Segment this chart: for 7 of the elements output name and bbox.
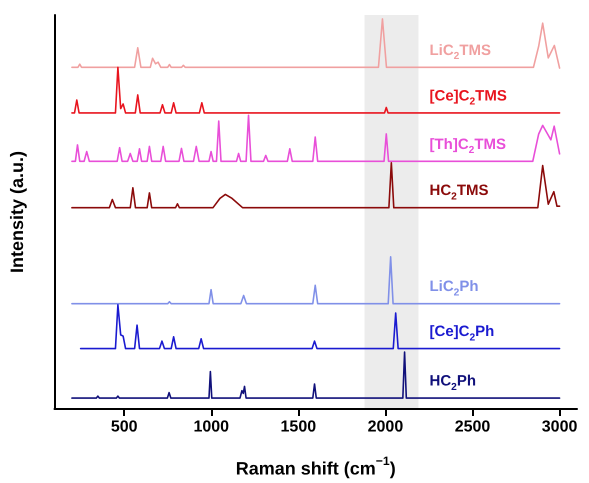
x-tick-label: 3000 <box>542 418 578 436</box>
x-tick-label: 500 <box>110 418 138 436</box>
x-tick-label: 2000 <box>368 418 404 436</box>
x-tick-label: 2500 <box>454 418 490 436</box>
x-tick-label: 1500 <box>280 418 316 436</box>
x-tick-label: 1000 <box>193 418 230 436</box>
y-axis-title: Intensity (a.u.) <box>7 150 27 274</box>
